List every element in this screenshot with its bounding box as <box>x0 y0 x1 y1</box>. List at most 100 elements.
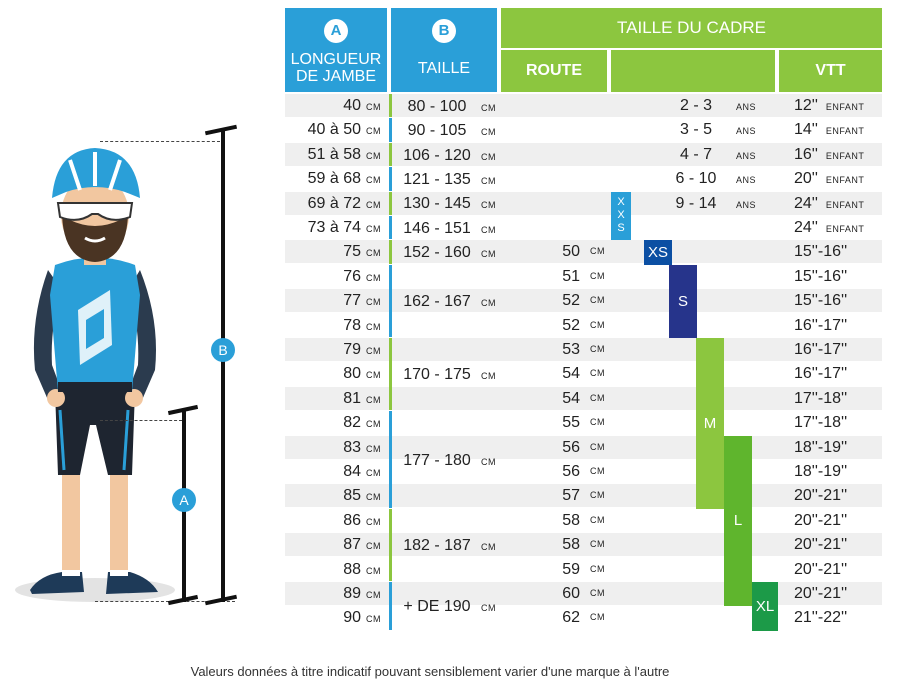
route-size-cell: 58 <box>520 509 580 532</box>
height-range: 121 - 135 CM <box>398 168 496 193</box>
unit-label: CM <box>481 151 496 162</box>
height-group-bar <box>389 216 392 240</box>
age-range-cell: 9 - 14 ANS <box>670 192 790 215</box>
age-unit-label: ANS <box>736 150 757 161</box>
vtt-size-value: 16''-17'' <box>794 341 848 358</box>
age-unit-label: ANS <box>736 102 757 112</box>
leg-length-cell: 40 à 50 CM <box>285 118 385 141</box>
unit-label: CM <box>590 539 605 550</box>
unit-label: CM <box>590 612 605 623</box>
unit-label: CM <box>366 419 381 430</box>
leg-length-cell: 73 à 74 CM <box>285 216 385 239</box>
table-row: 59 à 68 CM 6 - 10 ANS 20'' ENFANT <box>285 167 882 190</box>
leg-length-cell: 87 CM <box>285 533 385 556</box>
header-a-badge: A <box>324 19 348 43</box>
route-size-value: 54 <box>562 365 580 383</box>
unit-label: CM <box>590 344 605 354</box>
leg-length-value: 80 <box>343 365 361 383</box>
frame-size-xxs: XXS <box>611 191 631 241</box>
table-row: 73 à 74 CM 24'' ENFANT <box>285 216 882 239</box>
vtt-size-value: 17''-18'' <box>794 389 848 407</box>
unit-label: CM <box>366 224 381 234</box>
route-size-value: 52 <box>562 316 580 334</box>
unit-label: CM <box>366 102 381 112</box>
unit-label: CM <box>481 541 496 552</box>
height-group-bar <box>389 94 392 118</box>
height-group-bar <box>389 338 392 411</box>
unit-label: CM <box>481 200 496 211</box>
header-height: B TAILLE <box>391 8 497 92</box>
child-label: ENFANT <box>825 224 865 234</box>
unit-label: CM <box>366 346 381 356</box>
unit-label: CM <box>481 175 496 186</box>
leg-length-cell: 89 CM <box>285 582 385 605</box>
unit-label: CM <box>366 394 381 405</box>
route-size-cell: 52 <box>520 314 580 337</box>
height-range: 146 - 151 CM <box>398 217 496 242</box>
route-size-value: 59 <box>562 560 580 578</box>
route-size-cell: 54 <box>520 362 580 385</box>
height-group-bar <box>389 118 392 142</box>
route-size-value: 56 <box>562 438 580 456</box>
route-size-value: 50 <box>562 243 580 261</box>
right-leg <box>110 460 128 575</box>
child-label: ENFANT <box>825 126 865 137</box>
unit-label: CM <box>366 370 381 381</box>
leg-length-value: 84 <box>343 463 361 480</box>
unit-label: CM <box>590 246 605 257</box>
vtt-size-cell: 16''-17'' <box>794 314 884 337</box>
table-row: 80 CM 54 CM 16''-17'' <box>285 362 882 385</box>
route-size-cell: 53 <box>520 338 580 361</box>
table-row: 76 CM 51 CM 15''-16'' <box>285 265 882 288</box>
leg-length-value: 59 à 68 <box>307 170 361 188</box>
unit-label: CM <box>366 541 381 552</box>
right-shoe <box>106 572 158 594</box>
age-unit-label: ANS <box>736 175 757 186</box>
unit-label: CM <box>590 392 605 403</box>
frame-size-label: XL <box>755 597 775 615</box>
height-range-value: 162 - 167 <box>403 292 471 310</box>
unit-label: CM <box>481 127 496 138</box>
route-size-value: 52 <box>562 292 580 310</box>
unit-label: CM <box>366 199 381 210</box>
vtt-size-cell: 20''-21'' <box>794 484 884 507</box>
vtt-size-value: 20'' <box>794 170 818 188</box>
height-range-value: 80 - 100 <box>407 97 467 115</box>
vtt-size-value: 16'' <box>794 145 818 163</box>
leg-length-value: 83 <box>343 438 361 456</box>
unit-label: CM <box>366 297 381 308</box>
table-row: 75 CM 50 CM 15''-16'' <box>285 240 882 264</box>
leg-length-cell: 85 CM <box>285 484 385 507</box>
footer-note: Valeurs données à titre indicatif pouvan… <box>190 664 670 679</box>
table-row: 78 CM 52 CM 16''-17'' <box>285 314 882 337</box>
age-unit-label: ANS <box>736 126 757 137</box>
height-range: 152 - 160 CM <box>398 241 496 266</box>
vtt-size-value: 15''-16'' <box>794 292 848 310</box>
vtt-size-value: 24'' <box>794 194 818 212</box>
frame-size-label: S <box>677 292 688 310</box>
height-range: 80 - 100 CM <box>398 95 496 120</box>
age-range-cell: 2 - 3 ANS <box>670 94 790 117</box>
child-label: ENFANT <box>825 150 865 161</box>
height-range-value: 170 - 175 <box>403 366 471 384</box>
route-size-value: 60 <box>562 585 580 602</box>
unit-label: CM <box>366 248 381 259</box>
leg-length-cell: 78 CM <box>285 314 385 337</box>
unit-label: CM <box>366 150 381 161</box>
unit-label: CM <box>590 270 605 281</box>
leg-length-cell: 59 à 68 CM <box>285 167 385 190</box>
header-leg-length: A LONGUEUR DE JAMBE <box>285 8 387 92</box>
unit-label: CM <box>366 565 381 576</box>
unit-label: CM <box>590 563 605 574</box>
vtt-size-value: 12'' <box>794 97 818 114</box>
table-row: 89 CM 60 CM 20''-21'' <box>285 582 882 605</box>
b-top-dash <box>100 141 220 142</box>
leg-length-cell: 40 CM <box>285 94 385 117</box>
height-range-value: 130 - 145 <box>403 195 471 213</box>
vtt-size-value: 16''-17'' <box>794 365 848 383</box>
unit-label: CM <box>481 371 496 382</box>
table-row: 84 CM 56 CM 18''-19'' <box>285 460 882 483</box>
sunglasses <box>56 202 134 221</box>
height-group-bar <box>389 411 392 508</box>
leg-length-cell: 90 CM <box>285 606 385 629</box>
